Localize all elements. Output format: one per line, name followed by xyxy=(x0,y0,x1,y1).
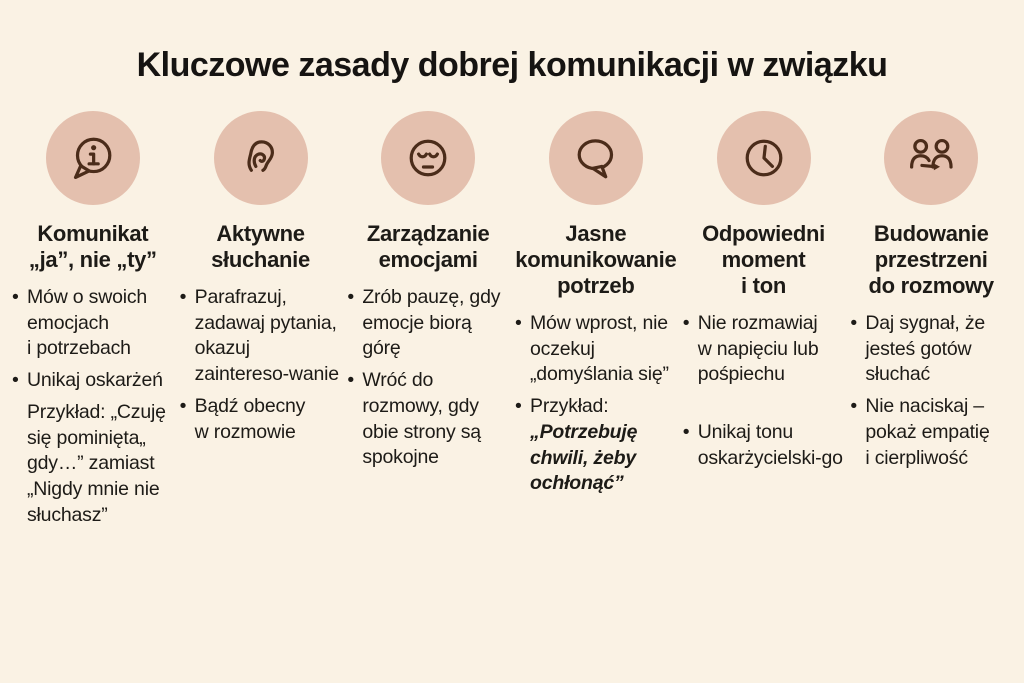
item-text: Unikaj oskarżeń xyxy=(27,368,163,394)
icon-wrap xyxy=(12,111,174,205)
page-title: Kluczowe zasady dobrej komunikacji w zwi… xyxy=(136,46,888,84)
list-item: • Nie naciskaj – pokaż empatię i cierpliw… xyxy=(850,394,1012,471)
bullet-marker: • xyxy=(347,369,354,392)
column-items: • Mów wprost, nie oczekuj „domyślania się… xyxy=(515,311,677,497)
bullet-marker: • xyxy=(515,395,522,418)
speech-bubble-icon xyxy=(548,111,643,205)
column-heading: Jasne komunikowanie potrzeb xyxy=(515,221,677,298)
column-heading: Aktywne słuchanie xyxy=(211,221,310,272)
bullet-marker: • xyxy=(850,395,857,418)
item-text-main: Przykład: „Czuję się pominięta„ gdy…” za… xyxy=(27,400,166,526)
column-heading: Zarządzanie emocjami xyxy=(366,221,490,272)
item-text-main: Mów wprost, nie oczekuj „domyślania się” xyxy=(530,311,669,386)
item-text-main: Nie rozmawiaj w napięciu lub pośpiechu xyxy=(697,311,819,386)
list-item: • Wróć do rozmowy, gdy obie strony są spo… xyxy=(347,368,509,471)
icon-wrap xyxy=(515,111,677,205)
icon-wrap xyxy=(683,111,845,205)
item-text: Bądź obecny w rozmowie xyxy=(195,394,342,445)
list-item: • Unikaj oskarżeń xyxy=(12,368,174,394)
bullet-marker: • xyxy=(179,394,187,417)
item-text: Wróć do rozmowy, gdy obie strony są spok… xyxy=(362,368,509,471)
bullet-marker: • xyxy=(850,311,857,334)
column-heading: Odpowiedni moment i ton xyxy=(702,221,825,298)
item-text-main: Parafrazuj, zadawaj pytania, okazuj zain… xyxy=(194,285,339,386)
item-text-main: Bądź obecny w rozmowie xyxy=(194,394,306,443)
column-items: • Zrób pauzę, gdy emocje biorą górę • Wróć … xyxy=(347,285,509,471)
bullet-marker: • xyxy=(515,311,522,334)
column-items: • Daj sygnał, że jesteś gotów słuchać • Nie… xyxy=(850,311,1012,471)
item-text-main: Zrób pauzę, gdy emocje biorą górę xyxy=(362,285,501,360)
item-text: Unikaj tonu oskarżycielski-go xyxy=(698,420,845,471)
topic-column: Odpowiedni moment i ton • Nie rozmawiaj w … xyxy=(683,111,845,529)
item-text-main: Wróć do rozmowy, gdy obie strony są spok… xyxy=(362,369,481,469)
icon-wrap xyxy=(180,111,342,205)
topic-column: Jasne komunikowanie potrzeb • Mów wprost, … xyxy=(515,111,677,529)
item-text: Zrób pauzę, gdy emocje biorą górę xyxy=(362,285,509,362)
item-text: Przykład: „Potrzebuję chwili, żeby ochło… xyxy=(530,394,677,497)
column-heading: Budowanie przestrzeni do rozmowy xyxy=(868,221,995,298)
list-item: • Mów o swoich emocjach i potrzebach xyxy=(12,285,174,362)
topic-column: Aktywne słuchanie • Parafrazuj, zadawaj py… xyxy=(180,111,342,529)
item-text-main: Mów o swoich emocjach i potrzebach xyxy=(27,285,148,360)
item-text-main: Przykład: xyxy=(530,395,609,418)
bullet-marker: • xyxy=(682,311,690,334)
ear-icon xyxy=(213,111,308,205)
column-items: • Nie rozmawiaj w napięciu lub pośpiechu •… xyxy=(683,311,845,472)
list-item: • Zrób pauzę, gdy emocje biorą górę xyxy=(347,285,509,362)
item-text-main: Nie naciskaj – pokaż empatię i cierpliwo… xyxy=(865,395,990,469)
item-text-main: Daj sygnał, że jesteś gotów słuchać xyxy=(865,311,986,386)
list-item: • Mów wprost, nie oczekuj „domyślania się… xyxy=(515,311,677,388)
item-text-quote: „Potrzebuję chwili, żeby ochłonąć” xyxy=(530,420,638,495)
list-item: Przykład: „Czuję się pominięta„ gdy…” za… xyxy=(12,400,174,529)
list-item: • Parafrazuj, zadawaj pytania, okazuj zai… xyxy=(180,285,342,388)
topic-column: Zarządzanie emocjami • Zrób pauzę, gdy emo… xyxy=(347,111,509,529)
item-text: Mów wprost, nie oczekuj „domyślania się” xyxy=(530,311,677,388)
item-text: Nie naciskaj – pokaż empatię i cierpliwo… xyxy=(865,394,1012,471)
column-heading: Komunikat „ja”, nie „ty” xyxy=(28,221,157,272)
list-item: • Nie rozmawiaj w napięciu lub pośpiechu xyxy=(683,311,845,388)
item-text: Mów o swoich emocjach i potrzebach xyxy=(27,285,174,362)
item-text: Przykład: „Czuję się pominięta„ gdy…” za… xyxy=(27,400,174,529)
bullet-marker: • xyxy=(12,369,19,392)
calm-face-icon xyxy=(381,111,476,205)
bullet-marker: • xyxy=(347,285,354,308)
list-item: • Daj sygnał, że jesteś gotów słuchać xyxy=(850,311,1012,388)
bullet-marker: • xyxy=(179,285,187,308)
column-items: • Mów o swoich emocjach i potrzebach • Unik… xyxy=(12,285,174,529)
icon-wrap xyxy=(850,111,1012,205)
item-text-main: Unikaj oskarżeń xyxy=(27,369,163,392)
list-item: • Bądź obecny w rozmowie xyxy=(180,394,342,445)
people-conversation-icon xyxy=(884,111,979,205)
column-items: • Parafrazuj, zadawaj pytania, okazuj zai… xyxy=(180,285,342,445)
principles-columns: Komunikat „ja”, nie „ty” • Mów o swoich em… xyxy=(0,85,1024,529)
topic-column: Komunikat „ja”, nie „ty” • Mów o swoich em… xyxy=(12,111,174,529)
clock-icon xyxy=(716,111,811,205)
item-text-main: Unikaj tonu oskarżycielski-go xyxy=(697,421,843,469)
info-speech-bubble-icon xyxy=(45,111,140,205)
item-text: Parafrazuj, zadawaj pytania, okazuj zain… xyxy=(195,285,342,388)
list-item: • Przykład: „Potrzebuję chwili, żeby ochł… xyxy=(515,394,677,497)
list-item: • Unikaj tonu oskarżycielski-go xyxy=(683,420,845,471)
topic-column: Budowanie przestrzeni do rozmowy • Daj syg… xyxy=(850,111,1012,529)
item-text: Daj sygnał, że jesteś gotów słuchać xyxy=(865,311,1012,388)
item-text: Nie rozmawiaj w napięciu lub pośpiechu xyxy=(698,311,845,388)
bullet-marker: • xyxy=(682,421,690,444)
icon-wrap xyxy=(347,111,509,205)
bullet-marker: • xyxy=(12,285,19,308)
